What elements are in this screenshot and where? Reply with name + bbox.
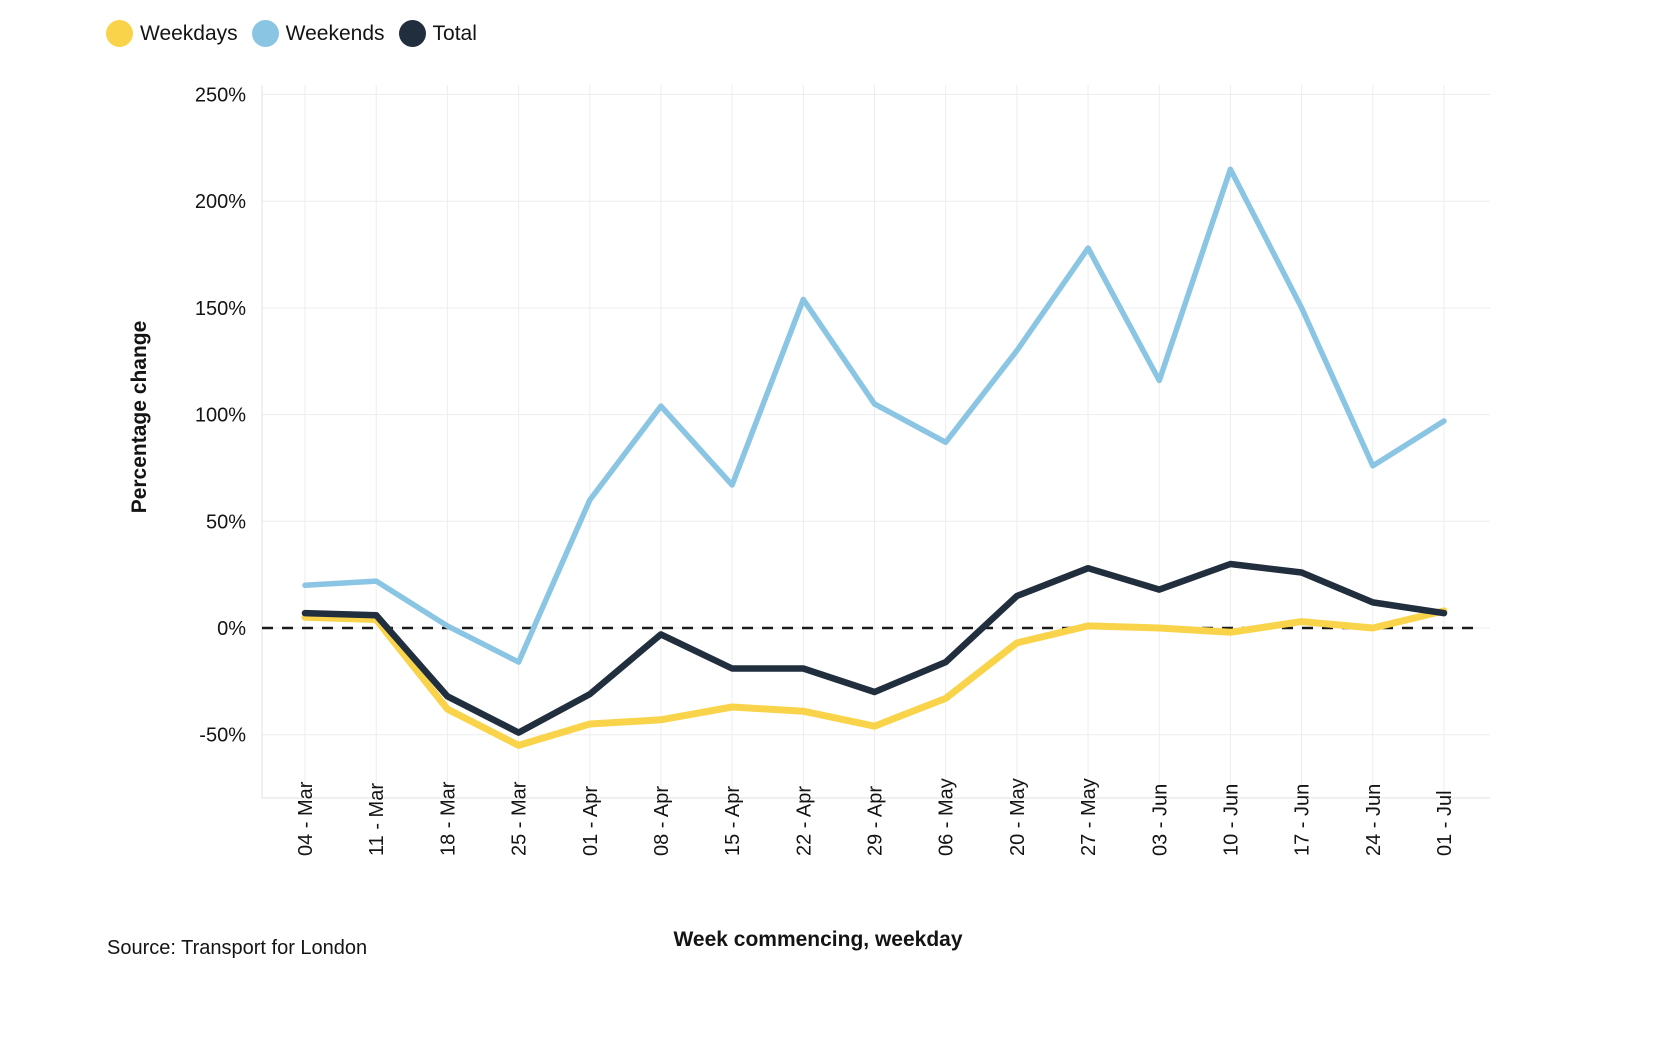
- series-line-weekends: [302, 166, 1447, 665]
- x-tick-label: 27 - May: [1078, 778, 1100, 856]
- x-tick-label: 22 - Apr: [793, 786, 815, 856]
- x-tick-label: 29 - Apr: [865, 786, 887, 856]
- y-tick-label: 0%: [217, 618, 246, 640]
- source-note: Source: Transport for London: [107, 937, 368, 959]
- y-tick-label: 250%: [195, 85, 246, 107]
- x-tick-label: 20 - May: [1007, 778, 1029, 856]
- legend-item-weekdays: Weekdays: [106, 20, 238, 47]
- y-tick-label: 150%: [195, 298, 246, 320]
- legend-swatch-total-icon: [398, 20, 426, 47]
- x-axis-title: Week commencing, weekday: [673, 928, 963, 951]
- x-tick-label: 24 - Jun: [1363, 784, 1385, 856]
- legend-item-total: Total: [398, 20, 477, 47]
- y-tick-label: 50%: [206, 511, 246, 533]
- legend-label-weekdays: Weekdays: [140, 22, 238, 45]
- x-tick-label: 04 - Mar: [295, 781, 317, 856]
- x-tick-label: 11 - Mar: [366, 783, 388, 856]
- x-tick-label: 08 - Apr: [651, 786, 673, 856]
- legend-label-weekends: Weekends: [285, 22, 385, 45]
- x-tick-label: 15 - Apr: [722, 786, 744, 856]
- x-tick-label: 17 - Jun: [1292, 784, 1314, 856]
- x-tick-label: 01 - Jul: [1434, 790, 1456, 856]
- series-line-total: [301, 560, 1448, 736]
- x-tick-label: 25 - Mar: [509, 781, 531, 856]
- x-tick-label: 10 - Jun: [1220, 784, 1242, 856]
- x-tick-label: 01 - Apr: [580, 786, 602, 856]
- legend-label-total: Total: [432, 22, 477, 45]
- y-tick-label: 200%: [195, 191, 246, 213]
- y-tick-label: -50%: [199, 725, 246, 747]
- series-line-weekdays: [301, 607, 1448, 749]
- x-tick-label: 06 - May: [936, 778, 958, 856]
- y-tick-label: 100%: [195, 405, 246, 427]
- legend-swatch-weekdays-icon: [106, 20, 133, 47]
- legend-swatch-weekends-icon: [251, 20, 279, 47]
- chart-legend: Weekdays Weekends Total: [106, 20, 477, 47]
- x-tick-label: 18 - Mar: [437, 781, 459, 856]
- legend-item-weekends: Weekends: [251, 20, 385, 47]
- x-tick-label: 03 - Jun: [1149, 784, 1171, 856]
